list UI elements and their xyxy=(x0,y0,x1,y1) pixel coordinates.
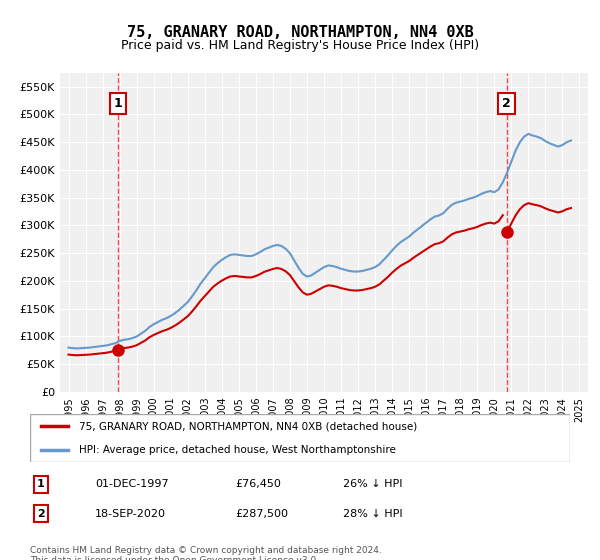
Text: 2: 2 xyxy=(502,97,511,110)
Text: 75, GRANARY ROAD, NORTHAMPTON, NN4 0XB (detached house): 75, GRANARY ROAD, NORTHAMPTON, NN4 0XB (… xyxy=(79,421,417,431)
Text: Price paid vs. HM Land Registry's House Price Index (HPI): Price paid vs. HM Land Registry's House … xyxy=(121,39,479,52)
Text: 1: 1 xyxy=(37,479,44,489)
Text: 1: 1 xyxy=(114,97,122,110)
Text: HPI: Average price, detached house, West Northamptonshire: HPI: Average price, detached house, West… xyxy=(79,445,395,455)
Text: 28% ↓ HPI: 28% ↓ HPI xyxy=(343,509,403,519)
Text: 26% ↓ HPI: 26% ↓ HPI xyxy=(343,479,403,489)
Text: Contains HM Land Registry data © Crown copyright and database right 2024.
This d: Contains HM Land Registry data © Crown c… xyxy=(30,546,382,560)
FancyBboxPatch shape xyxy=(30,414,570,462)
Text: £287,500: £287,500 xyxy=(235,509,288,519)
Text: 75, GRANARY ROAD, NORTHAMPTON, NN4 0XB: 75, GRANARY ROAD, NORTHAMPTON, NN4 0XB xyxy=(127,25,473,40)
Text: £76,450: £76,450 xyxy=(235,479,281,489)
Text: 2: 2 xyxy=(37,509,44,519)
Text: 18-SEP-2020: 18-SEP-2020 xyxy=(95,509,166,519)
Text: 01-DEC-1997: 01-DEC-1997 xyxy=(95,479,169,489)
